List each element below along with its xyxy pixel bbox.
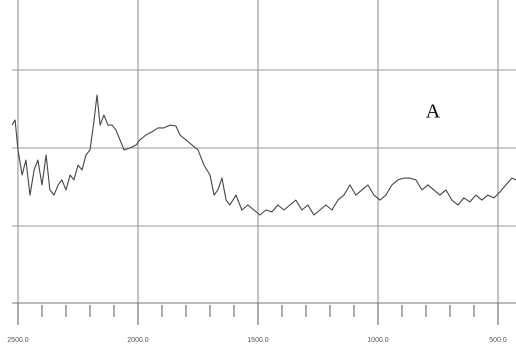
x-tick-label: 1500.0 bbox=[247, 337, 269, 344]
x-tick-label: 2000.0 bbox=[127, 337, 149, 344]
spectrum-line bbox=[11, 94, 516, 216]
x-tick-label: 2500.0 bbox=[7, 337, 29, 344]
horizontal-grid bbox=[12, 69, 516, 227]
x-tick-label: 500.0 bbox=[489, 337, 507, 344]
annotation: A bbox=[426, 101, 441, 123]
x-tick-label: 1000.0 bbox=[367, 337, 389, 344]
